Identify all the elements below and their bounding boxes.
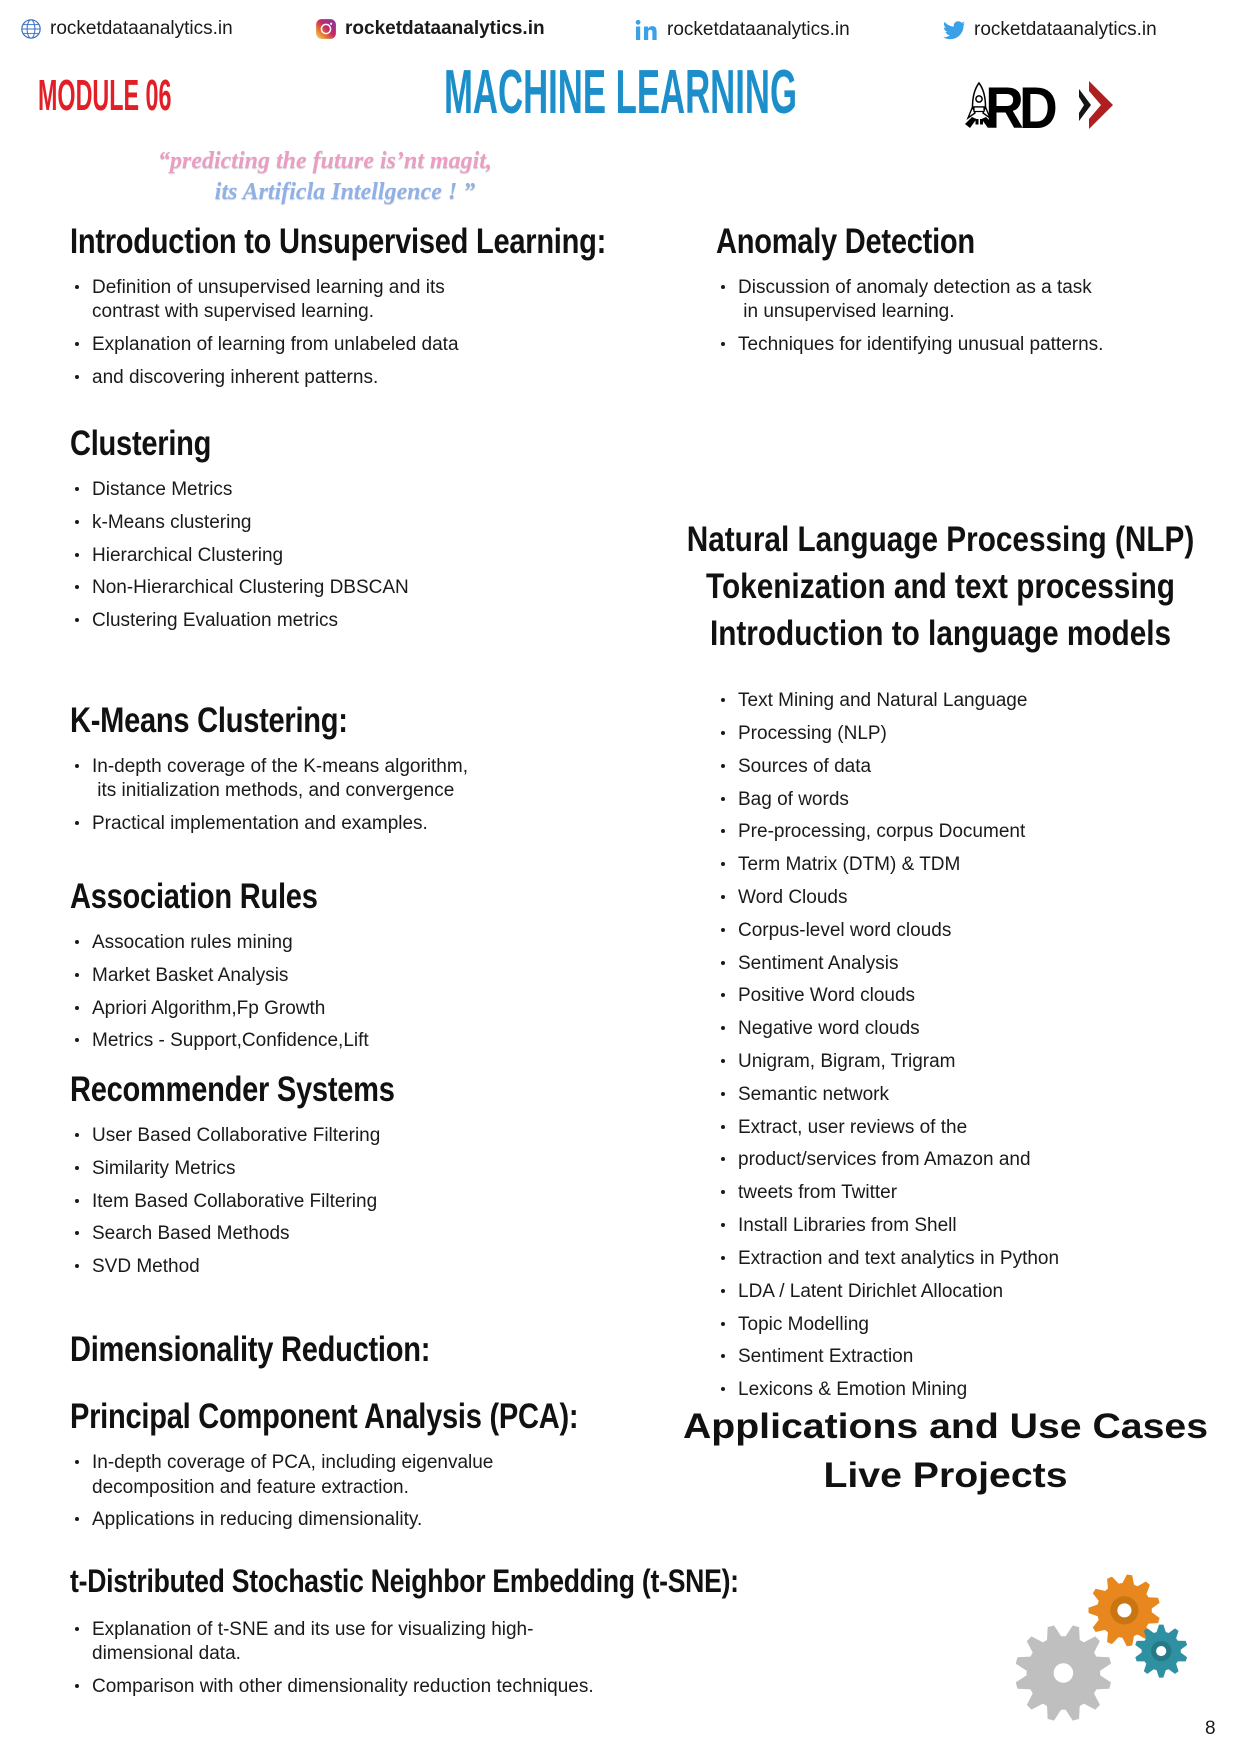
svg-text:RD: RD [985,76,1055,141]
